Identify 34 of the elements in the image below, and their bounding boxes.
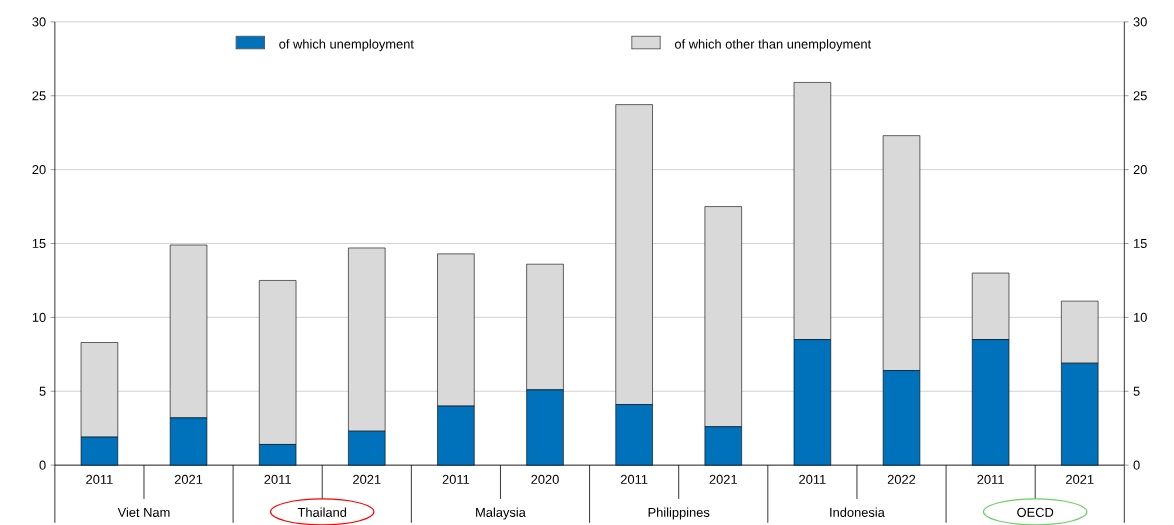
x-tick-label: 2011 bbox=[86, 474, 113, 484]
x-tick-label: 2021 bbox=[353, 474, 381, 484]
y-tick-label: 30 bbox=[32, 17, 46, 27]
x-tick-label: 2011 bbox=[620, 474, 648, 484]
x-tick-label: 2011 bbox=[442, 474, 470, 484]
text: OECD bbox=[1017, 507, 1054, 517]
y2-tick-label: 5 bbox=[1133, 386, 1140, 396]
x-tick-label: 2020 bbox=[531, 474, 559, 484]
y-tick-label: 0 bbox=[39, 460, 46, 470]
y-tick-label: 15 bbox=[32, 238, 46, 248]
x-tick-label: 2011 bbox=[264, 474, 291, 484]
text: Viet Nam bbox=[117, 507, 170, 517]
x-tick-label: 2021 bbox=[174, 474, 203, 484]
legend-label: of which other than unemployment bbox=[674, 38, 872, 51]
text: Indonesia bbox=[830, 507, 885, 517]
legend-label: of which unemployment bbox=[279, 38, 414, 51]
y-tick-label: 5 bbox=[39, 386, 46, 396]
x-tick-label: 2011 bbox=[799, 474, 826, 484]
x-tick-label: 2021 bbox=[1066, 474, 1094, 484]
y2-tick-label: 0 bbox=[1133, 460, 1140, 470]
text: Philippines bbox=[648, 507, 710, 520]
text: Thailand bbox=[297, 507, 347, 517]
y-tick-label: 20 bbox=[32, 164, 46, 174]
y2-tick-label: 20 bbox=[1133, 164, 1147, 174]
y2-tick-label: 15 bbox=[1134, 238, 1147, 248]
x-tick-label: 2022 bbox=[887, 474, 916, 484]
y2-tick-label: 10 bbox=[1134, 312, 1147, 322]
y-tick-label: 10 bbox=[32, 312, 46, 322]
y2-tick-label: 30 bbox=[1133, 17, 1147, 27]
y2-tick-label: 25 bbox=[1133, 91, 1147, 101]
text: Malaysia bbox=[476, 507, 526, 520]
x-tick-label: 2011 bbox=[977, 474, 1004, 484]
y-tick-label: 25 bbox=[32, 91, 46, 101]
x-tick-label: 2021 bbox=[709, 474, 737, 484]
